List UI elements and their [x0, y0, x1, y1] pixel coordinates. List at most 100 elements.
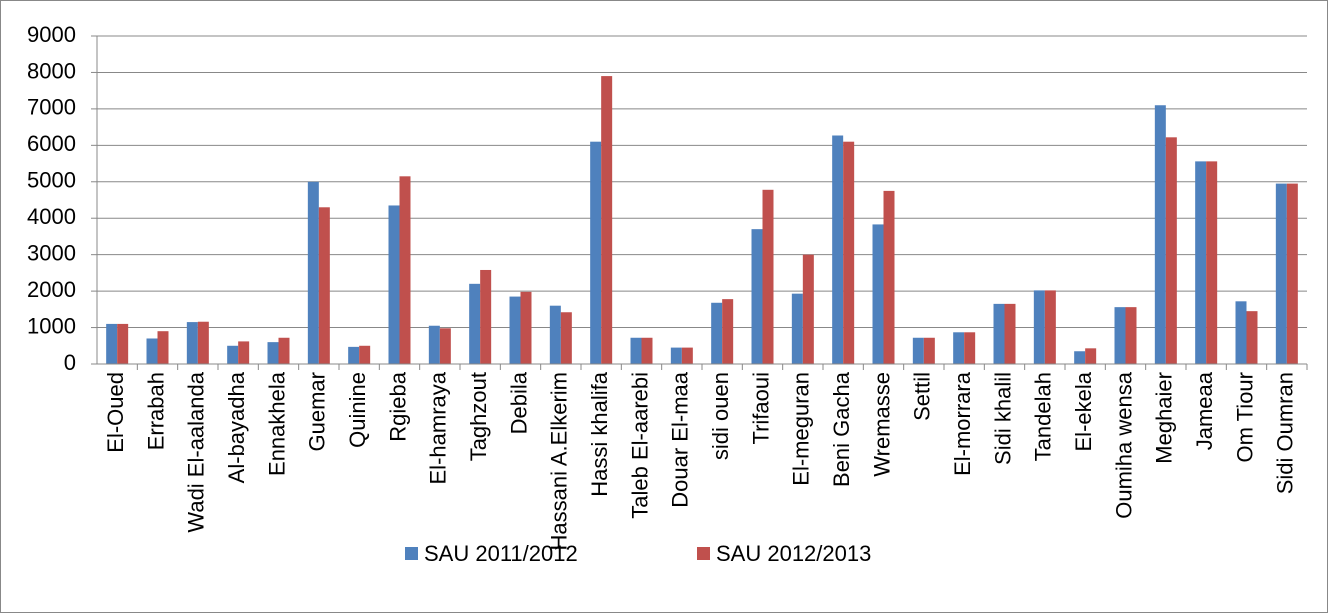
bar — [560, 312, 572, 364]
x-tick-label: Sidi khalil — [990, 372, 1015, 465]
bar — [872, 224, 884, 364]
bar — [318, 207, 330, 364]
bar — [186, 322, 198, 364]
x-tick-label: Om Tiour — [1232, 372, 1257, 462]
x-tick-label: Ennakhela — [264, 371, 289, 476]
bar — [1125, 307, 1137, 364]
bar — [832, 135, 844, 364]
bar — [1154, 105, 1166, 364]
bar — [601, 76, 613, 364]
bar — [399, 176, 411, 364]
bar — [630, 337, 642, 364]
bar — [912, 337, 924, 364]
x-tick-label: Jameaa — [1192, 371, 1217, 450]
bar — [590, 141, 602, 364]
x-tick-label: sidi ouen — [708, 372, 733, 460]
legend-swatch — [697, 547, 710, 560]
y-tick-label: 5000 — [27, 168, 76, 193]
bar — [762, 189, 774, 364]
bar — [681, 347, 693, 364]
bar — [722, 299, 734, 364]
bar — [388, 205, 400, 364]
bar — [1044, 290, 1056, 364]
x-tick-label: Al-bayadha — [224, 371, 249, 483]
legend-swatch — [405, 547, 418, 560]
x-tick-label: El-hamraya — [426, 371, 451, 484]
bar — [106, 323, 118, 364]
x-tick-label: Wadi El-aalanda — [184, 371, 209, 532]
x-tick-label: Taghzout — [466, 372, 491, 461]
x-tick-label: Settil — [910, 372, 935, 421]
bar — [1286, 183, 1298, 364]
x-tick-label: Tandelah — [1031, 372, 1056, 461]
x-tick-label: Oumiha wensa — [1111, 371, 1136, 519]
y-tick-label: 2000 — [27, 277, 76, 302]
x-tick-label: Hassani A.Elkerim — [547, 372, 572, 551]
x-tick-label: Errabah — [143, 372, 168, 450]
bar — [993, 303, 1005, 364]
y-tick-label: 0 — [64, 350, 76, 375]
y-tick-label: 8000 — [27, 58, 76, 83]
bar — [711, 302, 723, 364]
bar — [1165, 137, 1177, 364]
x-tick-label: Douar El-maa — [668, 371, 693, 507]
bar — [1246, 311, 1258, 364]
bar — [1235, 301, 1247, 364]
bar — [791, 293, 803, 364]
bar — [480, 269, 492, 364]
bar — [1085, 348, 1097, 364]
bar — [1074, 351, 1086, 364]
bar — [802, 254, 814, 364]
bar — [428, 325, 440, 364]
bar — [439, 328, 451, 364]
y-tick-label: 3000 — [27, 240, 76, 265]
bar — [751, 229, 763, 364]
bar — [1206, 161, 1218, 364]
bar — [146, 338, 158, 364]
bar — [307, 181, 319, 364]
bar — [238, 341, 250, 364]
bar — [469, 283, 481, 364]
bar — [883, 190, 895, 364]
y-tick-label: 1000 — [27, 313, 76, 338]
bar — [1275, 183, 1287, 364]
y-tick-label: 4000 — [27, 204, 76, 229]
bar — [843, 141, 855, 364]
x-tick-label: Meghaier — [1152, 372, 1177, 464]
legend-label: SAU 2011/2012 — [424, 541, 578, 566]
bar — [157, 331, 169, 364]
x-tick-label: El-morrara — [950, 371, 975, 476]
x-tick-label: Rgieba — [385, 371, 410, 441]
y-tick-label: 9000 — [27, 22, 76, 47]
bar — [549, 305, 561, 364]
bar — [117, 323, 129, 364]
legend: SAU 2011/2012 SAU 2012/2013 — [405, 541, 871, 566]
bar — [1004, 303, 1016, 364]
bar — [670, 347, 682, 364]
bar — [227, 345, 239, 364]
bar — [197, 321, 209, 364]
x-tick-label: Trifaoui — [748, 372, 773, 445]
y-tick-label: 6000 — [27, 131, 76, 156]
bar — [923, 337, 935, 364]
x-tick-label: El-ekela — [1071, 371, 1096, 451]
bar — [964, 332, 976, 364]
x-tick-label: El-Oued — [103, 372, 128, 453]
bar — [641, 337, 653, 364]
legend-label: SAU 2012/2013 — [716, 541, 871, 566]
x-tick-label: Taleb El-aarebi — [627, 372, 652, 519]
x-tick-label: Hassi khalifa — [587, 371, 612, 496]
x-tick-label: Beni Gacha — [829, 371, 854, 487]
bar — [1114, 307, 1126, 364]
x-tick-label: El-meguran — [789, 372, 814, 486]
bar — [509, 296, 521, 364]
x-tick-label: Guemar — [305, 372, 330, 451]
x-tick-label: Quinine — [345, 372, 370, 448]
bar — [278, 337, 290, 364]
bar — [520, 291, 532, 364]
x-tick-label: Sidi Oumran — [1273, 372, 1298, 494]
x-tick-label: Debila — [506, 371, 531, 434]
bar — [953, 332, 965, 364]
x-tick-label: Wremasse — [869, 372, 894, 477]
